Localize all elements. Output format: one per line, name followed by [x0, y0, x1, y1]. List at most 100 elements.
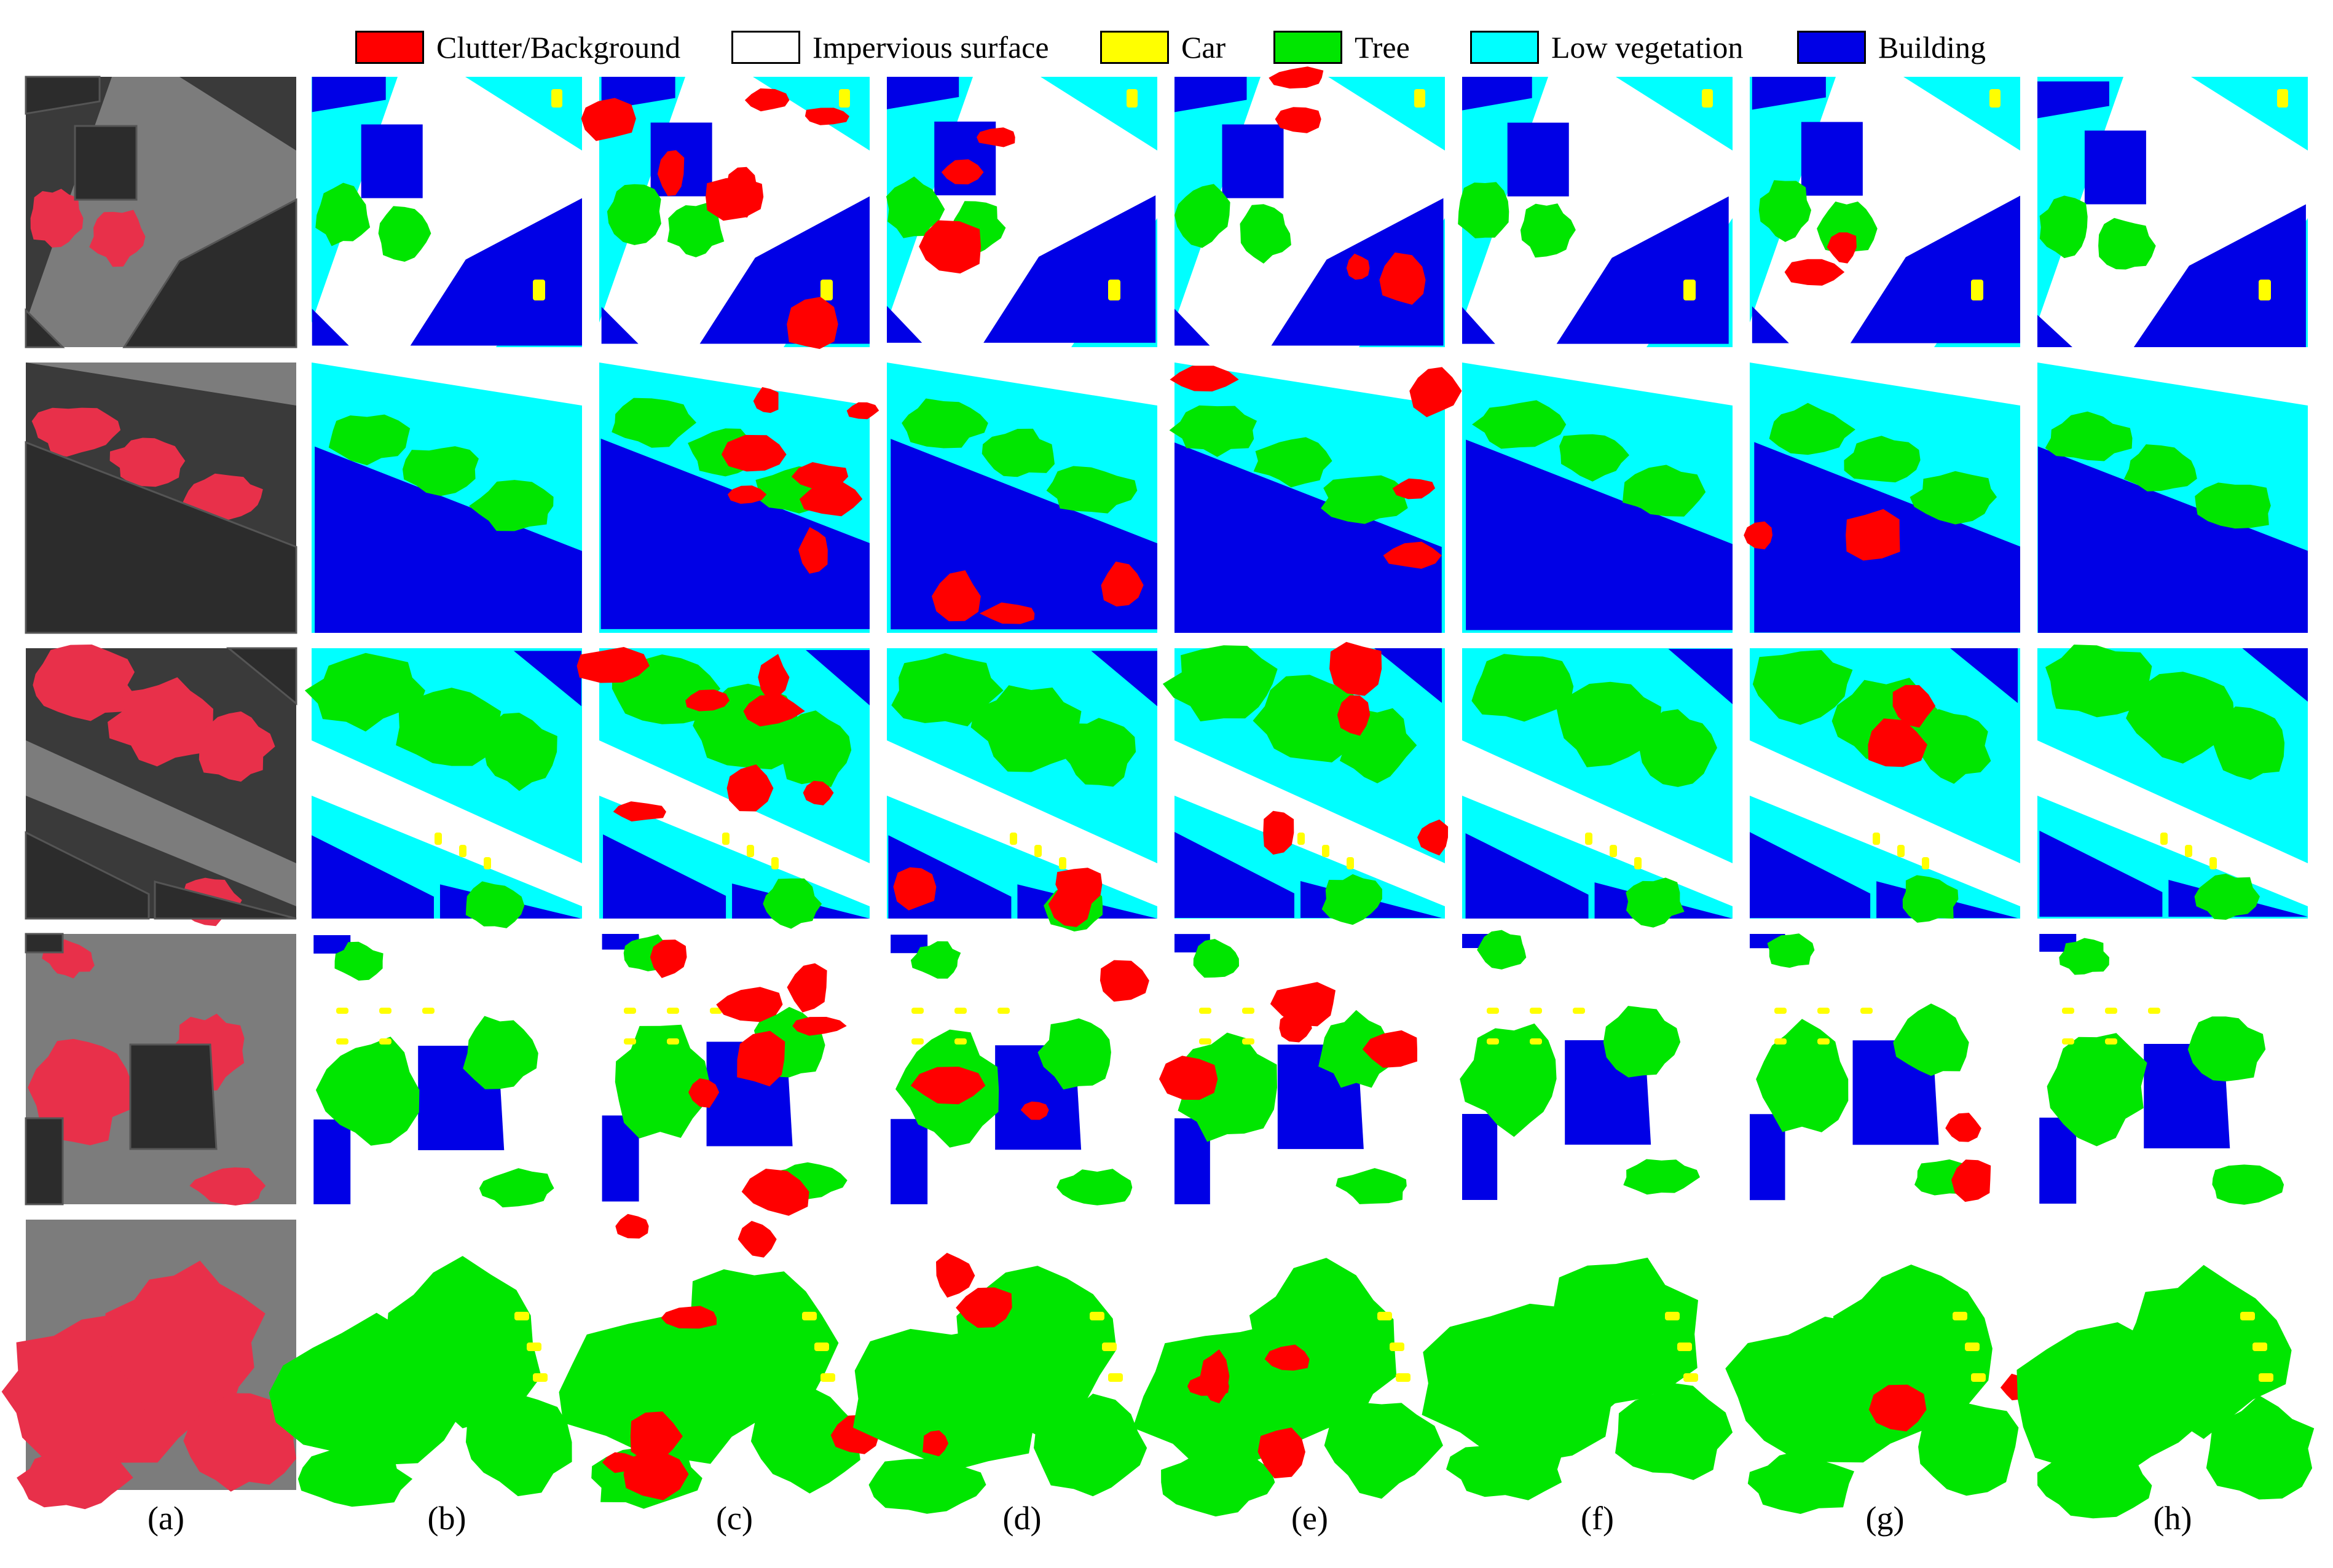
- roof-area: [226, 647, 297, 706]
- building-region: [1462, 1113, 1498, 1200]
- tree-region: [1321, 874, 1382, 925]
- car-region: [1108, 1373, 1123, 1382]
- tree-region: [1318, 1009, 1391, 1088]
- clutter-region: [581, 98, 636, 141]
- roof-area: [129, 1043, 218, 1150]
- tree-region: [2045, 645, 2152, 718]
- tree-region: [1918, 1403, 2019, 1496]
- tree-region: [1472, 400, 1567, 449]
- building-region: [2037, 446, 2308, 633]
- tree-region: [1902, 875, 1959, 923]
- building-region: [2039, 831, 2163, 917]
- clutter-region: [650, 939, 687, 978]
- building-region: [601, 307, 639, 344]
- clutter-region: [1329, 641, 1382, 696]
- car-region: [771, 857, 779, 869]
- roof-area: [25, 933, 64, 954]
- impervious-region: [1174, 740, 1445, 906]
- legend-item-impervious: Impervious surface: [731, 28, 1049, 66]
- car-region: [514, 1312, 529, 1320]
- clutter-region: [721, 434, 787, 472]
- roof-area: [25, 1117, 64, 1205]
- segmentation-map: [312, 77, 582, 347]
- tree-region: [615, 1024, 710, 1139]
- clutter-region: [1383, 541, 1442, 569]
- building-region: [2037, 315, 2072, 347]
- tree-region: [970, 685, 1085, 772]
- clutter-region: [1048, 880, 1092, 927]
- car-region: [1127, 89, 1138, 108]
- building-region: [313, 1119, 351, 1204]
- tree-region: [2213, 706, 2285, 780]
- segmentation-map: [2016, 1220, 2315, 1519]
- clutter-region: [1279, 1013, 1312, 1043]
- building-region: [602, 1115, 639, 1202]
- building-region: [315, 446, 582, 633]
- clutter-region: [576, 647, 650, 683]
- clutter-region: [716, 987, 783, 1022]
- road-area: [26, 740, 296, 906]
- tree-region: [1639, 709, 1717, 787]
- tree-region: [672, 1269, 839, 1416]
- tree-region: [1556, 681, 1663, 767]
- tree-region: [1913, 709, 1991, 784]
- legend-label-impervious: Impervious surface: [812, 30, 1049, 65]
- tree-region: [1758, 180, 1811, 242]
- vegetation-area: [33, 645, 138, 721]
- tree-region: [1324, 1402, 1443, 1499]
- building-region: [1750, 1114, 1785, 1201]
- roof-area: [122, 198, 297, 348]
- clutter-region: [738, 1221, 777, 1258]
- segmentation-map: [886, 77, 1157, 347]
- building-region: [1174, 308, 1210, 346]
- segmentation-map: [1750, 648, 2020, 923]
- car-region: [379, 1008, 391, 1014]
- car-region: [1487, 1038, 1499, 1045]
- car-region: [1322, 845, 1329, 857]
- segmentation-map: [581, 77, 870, 349]
- car-region: [747, 845, 754, 857]
- clutter-region: [615, 1213, 649, 1239]
- clutter-region: [1868, 1384, 1927, 1432]
- clutter-region: [1020, 1101, 1049, 1120]
- legend-item-building: Building: [1797, 28, 1986, 66]
- building-region: [2039, 1117, 2077, 1204]
- car-region: [820, 280, 833, 300]
- building-region: [410, 198, 582, 346]
- vegetation-area: [17, 1445, 133, 1510]
- tree-region: [315, 182, 371, 246]
- segmentation-map: [1725, 1220, 2029, 1514]
- building-region: [312, 308, 349, 346]
- column-label-g: (g): [1865, 1500, 1905, 1537]
- tree-region: [902, 398, 988, 449]
- car-region: [954, 1008, 967, 1014]
- clutter-region: [1868, 718, 1927, 767]
- building-region: [1556, 196, 1729, 344]
- car-region: [422, 1008, 435, 1014]
- impervious-region: [312, 363, 582, 406]
- building-region: [2133, 204, 2306, 347]
- clutter-region: [1100, 960, 1149, 1002]
- car-region: [379, 1038, 391, 1045]
- segmentation-map: [887, 934, 1157, 1205]
- clutter-region: [1275, 107, 1321, 133]
- tree-region: [1446, 1437, 1562, 1500]
- legend-swatch-impervious: [731, 31, 800, 64]
- clutter-region: [726, 764, 774, 812]
- car-region: [1817, 1038, 1830, 1045]
- building-region: [1668, 649, 1733, 705]
- segmentation-map: [312, 934, 582, 1208]
- car-region: [459, 845, 466, 857]
- car-region: [1610, 845, 1617, 857]
- car-region: [1971, 1373, 1986, 1382]
- car-region: [2105, 1038, 2117, 1045]
- segmentation-map: [2037, 77, 2308, 347]
- input-aerial-image: [25, 645, 297, 927]
- tree-region: [328, 414, 411, 466]
- column-label-h: (h): [2153, 1500, 2192, 1537]
- car-region: [1242, 1038, 1254, 1045]
- clutter-region: [803, 780, 834, 806]
- segmentation-map: [1422, 1220, 1733, 1500]
- tree-region: [1056, 1169, 1133, 1205]
- clutter-region: [932, 570, 981, 622]
